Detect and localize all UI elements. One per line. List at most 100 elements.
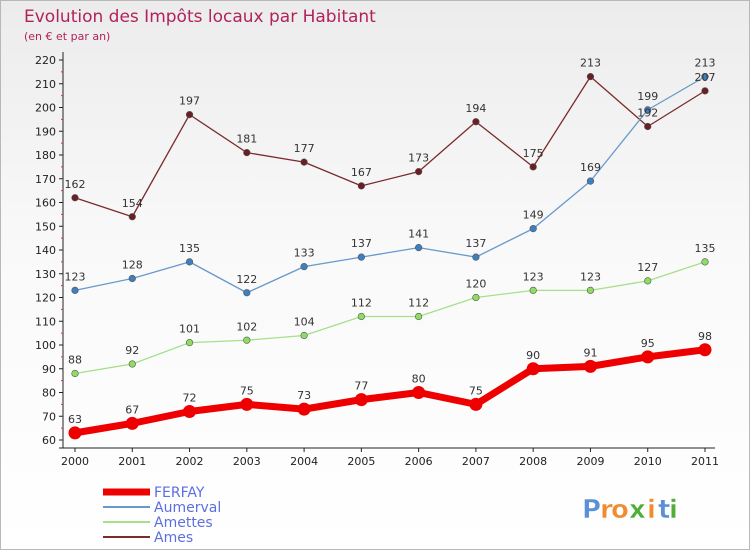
x-tick-label: 2007	[462, 455, 490, 468]
y-tick-label: 90	[42, 363, 56, 376]
data-label: 75	[469, 384, 483, 397]
data-label: 207	[695, 71, 716, 84]
data-point	[185, 339, 194, 347]
data-point	[698, 343, 712, 357]
data-label: 141	[408, 228, 429, 241]
data-label: 135	[179, 242, 200, 255]
y-tick-label: 140	[35, 244, 56, 257]
labels-aumerval: 123 128 135 122 133 137 141 137 149 169 199 213	[65, 57, 716, 286]
data-label: 122	[236, 273, 257, 286]
data-point	[586, 177, 595, 185]
data-point	[701, 258, 709, 266]
data-point	[185, 111, 194, 119]
data-label: 162	[65, 178, 86, 191]
legend-label: Ames	[154, 530, 193, 546]
data-point	[243, 149, 251, 157]
data-point	[354, 393, 368, 407]
data-label: 149	[523, 209, 544, 222]
data-point	[68, 426, 82, 440]
data-label: 197	[179, 95, 200, 108]
data-point	[357, 253, 365, 261]
data-label: 213	[580, 57, 601, 70]
data-point	[128, 274, 136, 283]
data-label: 75	[240, 384, 254, 397]
y-tick-label: 160	[35, 197, 56, 210]
data-point	[583, 359, 597, 373]
data-label: 181	[236, 133, 257, 146]
y-tick-label: 60	[42, 434, 56, 447]
data-point	[472, 293, 480, 302]
data-point	[701, 87, 709, 95]
data-label: 72	[183, 392, 197, 405]
axes: 60 70 80 90 100 110 120 130 140 150 160 170 180 190 20…	[35, 52, 719, 468]
data-point	[644, 106, 652, 114]
data-point	[357, 182, 365, 190]
data-point	[472, 118, 480, 126]
data-point	[526, 362, 540, 376]
proxiti-logo: Pro x i ti	[582, 495, 679, 526]
data-label: 98	[698, 330, 712, 343]
data-point	[240, 397, 254, 411]
x-tick-label: 2004	[290, 455, 318, 468]
logo-letter: i	[669, 495, 678, 525]
y-tick-label: 190	[35, 125, 56, 138]
data-point	[415, 312, 423, 321]
x-tick-label: 2003	[233, 455, 261, 468]
x-tick-label: 2008	[519, 455, 547, 468]
data-point	[529, 225, 537, 233]
y-tick-label: 170	[35, 173, 56, 186]
y-tick-label: 120	[35, 292, 56, 305]
data-point	[71, 194, 79, 202]
logo-letter: o	[611, 495, 629, 525]
data-label: 67	[125, 403, 139, 416]
data-label: 199	[637, 90, 658, 103]
data-label: 173	[408, 152, 429, 165]
data-point	[586, 286, 595, 294]
data-label: 213	[695, 57, 716, 70]
legend-label: Amettes	[154, 515, 213, 531]
x-tick-label: 2006	[405, 455, 433, 468]
data-label: 77	[354, 380, 368, 393]
y-tick-label: 200	[35, 102, 56, 115]
logo-letter: x	[629, 495, 646, 525]
data-label: 137	[351, 237, 372, 250]
data-label: 133	[294, 247, 315, 260]
data-point	[300, 263, 308, 271]
x-tick-label: 2001	[118, 455, 146, 468]
y-tick-label: 180	[35, 149, 56, 162]
series-ames	[71, 73, 709, 221]
data-label: 169	[580, 161, 601, 174]
legend-item-ferfay: FERFAY	[103, 485, 205, 501]
data-label: 137	[465, 237, 486, 250]
data-point	[300, 158, 308, 166]
data-label: 154	[122, 197, 143, 210]
data-label: 175	[523, 147, 544, 160]
labels-ferfay: 63 67 72 75 73 77 80 75 90 91 95 98	[68, 330, 712, 426]
series-ferfay	[68, 343, 712, 440]
y-tick-label: 80	[42, 387, 56, 400]
series-line	[71, 346, 709, 437]
data-label: 63	[68, 413, 82, 426]
data-label: 192	[637, 107, 658, 120]
series-aumerval	[71, 73, 709, 297]
logo-letter: i	[647, 495, 656, 525]
data-point	[125, 416, 139, 430]
x-tick-label: 2011	[691, 455, 719, 468]
data-label: 92	[125, 344, 139, 357]
legend-label: Aumerval	[154, 500, 221, 516]
y-tick-label: 210	[35, 78, 56, 91]
data-point	[529, 286, 537, 294]
data-label: 127	[637, 261, 658, 274]
legend-label: FERFAY	[154, 485, 205, 501]
data-label: 101	[179, 323, 200, 336]
data-label: 194	[465, 102, 486, 115]
x-tick-label: 2002	[176, 455, 204, 468]
logo-letter: t	[658, 495, 670, 525]
data-label: 123	[65, 270, 86, 283]
x-tick-label: 2005	[347, 455, 375, 468]
data-point	[469, 397, 483, 411]
legend-item-ames: Ames	[103, 530, 193, 546]
